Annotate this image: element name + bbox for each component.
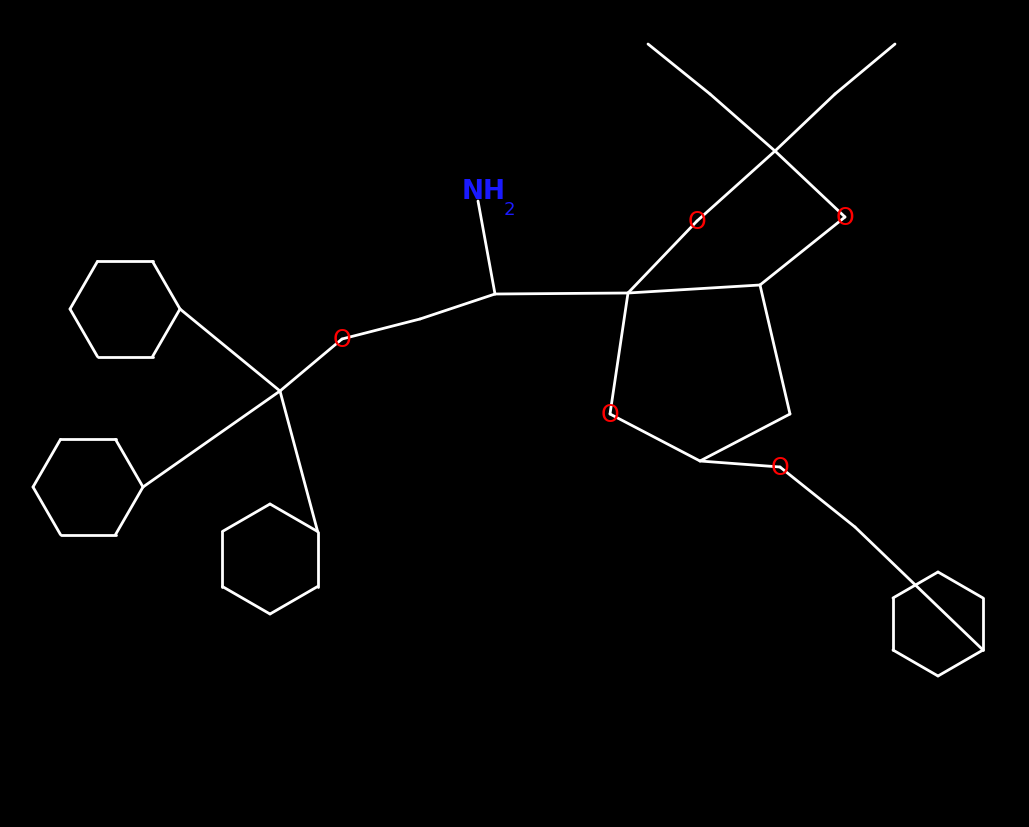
Text: O: O: [836, 206, 854, 230]
Text: O: O: [601, 403, 619, 427]
Text: O: O: [687, 210, 706, 234]
Text: O: O: [332, 327, 351, 351]
Text: NH: NH: [462, 179, 506, 205]
Text: 2: 2: [504, 201, 516, 218]
Text: O: O: [771, 456, 789, 480]
